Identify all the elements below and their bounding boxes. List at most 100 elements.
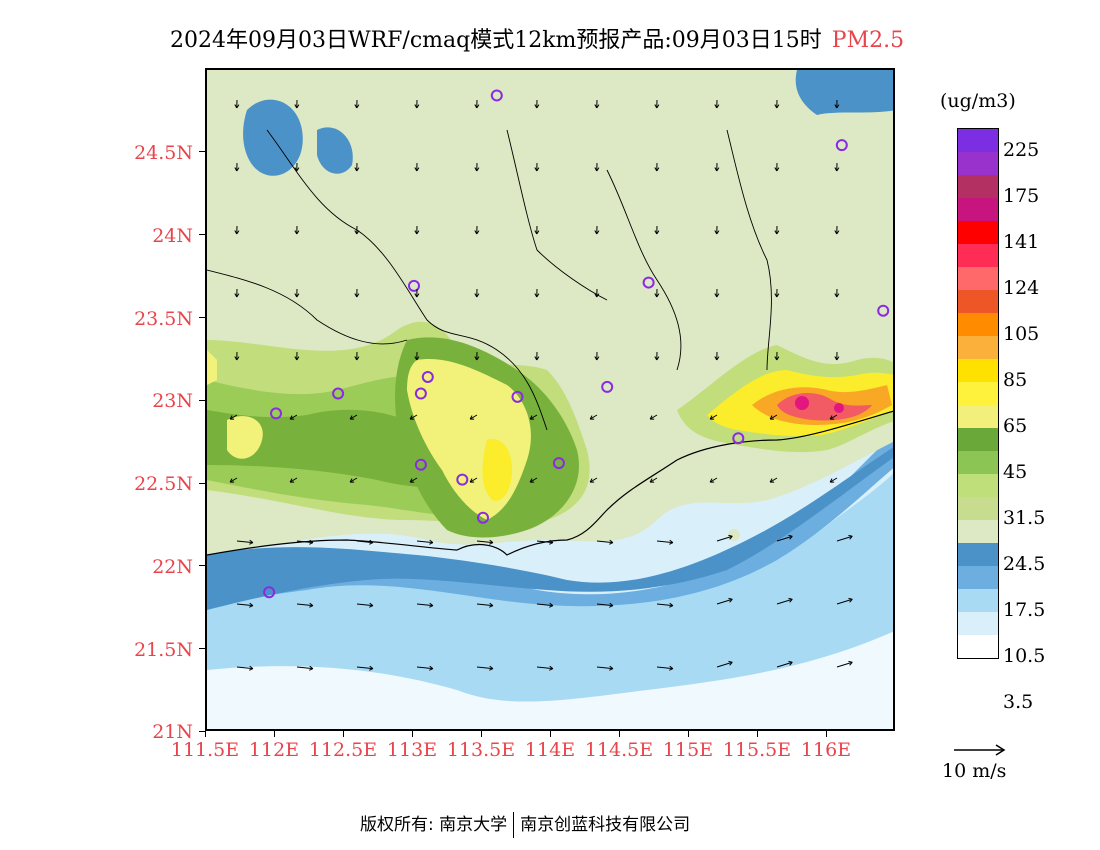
- wind-vector: [534, 99, 540, 109]
- wind-vector: [654, 162, 660, 172]
- station-marker: [732, 432, 745, 445]
- wind-reference-label: 10 m/s: [942, 760, 1007, 782]
- copyright-footer: 版权所有: 南京大学 南京创蓝科技有限公司: [360, 810, 690, 838]
- wind-vector: [416, 665, 434, 671]
- wind-vector: [409, 414, 418, 420]
- wind-vector: [414, 225, 420, 235]
- lon-tick: [757, 731, 758, 737]
- title-text: 2024年09月03日WRF/cmaq模式12km预报产品:09月03日15时: [170, 28, 822, 53]
- colorbar-swatch: [958, 566, 998, 589]
- wind-vector: [714, 99, 720, 109]
- colorbar: [957, 128, 999, 659]
- chart-title: 2024年09月03日WRF/cmaq模式12km预报产品:09月03日15时 P…: [170, 22, 904, 54]
- wind-vector: [776, 660, 793, 668]
- colorbar-swatch: [958, 589, 998, 612]
- station-marker: [490, 89, 503, 102]
- wind-vector: [236, 665, 254, 671]
- lon-tick: [412, 731, 413, 737]
- colorbar-unit: (ug/m3): [940, 90, 1016, 112]
- colorbar-label: 24.5: [1003, 553, 1046, 575]
- wind-vector: [836, 597, 853, 605]
- lon-label-112.5E: 112.5E: [308, 739, 378, 761]
- wind-vector: [714, 288, 720, 298]
- wind-vector: [834, 162, 840, 172]
- sea-light-area: [207, 473, 893, 702]
- wind-vector: [296, 602, 314, 608]
- wind-vector: [589, 414, 598, 420]
- lon-tick: [688, 731, 689, 737]
- station-marker: [414, 387, 427, 400]
- colorbar-swatch: [958, 497, 998, 520]
- wind-vector: [714, 162, 720, 172]
- lon-label-114E: 114E: [524, 739, 576, 761]
- wind-vector: [836, 660, 853, 668]
- lon-label-114.5E: 114.5E: [584, 739, 654, 761]
- colorbar-swatch: [958, 244, 998, 267]
- wind-vector: [776, 534, 793, 542]
- lon-label-113.5E: 113.5E: [446, 739, 516, 761]
- colorbar-swatch: [958, 198, 998, 221]
- lat-label-24N: 24N: [152, 225, 193, 247]
- wind-vector: [349, 414, 358, 420]
- wind-vector: [714, 351, 720, 361]
- wind-vector: [594, 225, 600, 235]
- colorbar-swatch: [958, 612, 998, 635]
- station-marker: [601, 380, 614, 393]
- wind-vector: [536, 539, 554, 545]
- lon-tick: [205, 731, 206, 737]
- wind-vector: [236, 602, 254, 608]
- wind-vector: [709, 477, 718, 483]
- wind-vector: [716, 660, 733, 668]
- lat-label-21N: 21N: [152, 721, 193, 743]
- wind-vector: [834, 99, 840, 109]
- lon-tick: [343, 731, 344, 737]
- wind-vector: [349, 477, 358, 483]
- colorbar-swatch: [958, 405, 998, 428]
- lat-label-24.5N: 24.5N: [134, 142, 193, 164]
- colorbar-swatch: [958, 543, 998, 566]
- lon-label-111.5E: 111.5E: [170, 739, 240, 761]
- wind-vector: [416, 602, 434, 608]
- wind-vector: [529, 414, 538, 420]
- station-marker: [877, 304, 890, 317]
- wind-vector: [294, 288, 300, 298]
- wind-vector: [229, 477, 238, 483]
- lat-tick: [199, 731, 205, 732]
- wind-vector: [416, 539, 434, 545]
- wind-vector: [414, 288, 420, 298]
- wind-vector: [649, 414, 658, 420]
- wind-vector: [654, 288, 660, 298]
- colorbar-label: 10.5: [1003, 645, 1046, 667]
- wind-vector: [836, 534, 853, 542]
- wind-vector: [656, 602, 674, 608]
- lon-tick: [481, 731, 482, 737]
- east-magenta-core-1: [795, 396, 809, 410]
- wind-vector: [469, 477, 478, 483]
- wind-vector: [774, 225, 780, 235]
- wind-vector: [716, 597, 733, 605]
- wind-vector: [474, 288, 480, 298]
- station-marker: [511, 390, 524, 403]
- wind-vector: [656, 665, 674, 671]
- colorbar-swatch: [958, 221, 998, 244]
- wind-vector: [776, 597, 793, 605]
- wind-vector: [289, 414, 298, 420]
- sea-white-area: [207, 593, 893, 729]
- colorbar-swatch: [958, 520, 998, 543]
- lat-tick: [199, 317, 205, 318]
- wind-vector: [289, 477, 298, 483]
- lon-tick: [274, 731, 275, 737]
- colorbar-label: 31.5: [1003, 507, 1046, 529]
- wind-vector: [709, 414, 718, 420]
- admin-boundaries: [207, 129, 772, 431]
- wind-vector: [529, 477, 538, 483]
- wind-vector: [294, 225, 300, 235]
- wind-vector: [774, 351, 780, 361]
- wind-vector: [654, 99, 660, 109]
- station-marker: [263, 586, 276, 599]
- wind-vector: [354, 225, 360, 235]
- wind-vector: [596, 602, 614, 608]
- north-blue-pocket-2: [317, 127, 353, 174]
- wind-vector: [834, 288, 840, 298]
- lon-label-113E: 113E: [386, 739, 438, 761]
